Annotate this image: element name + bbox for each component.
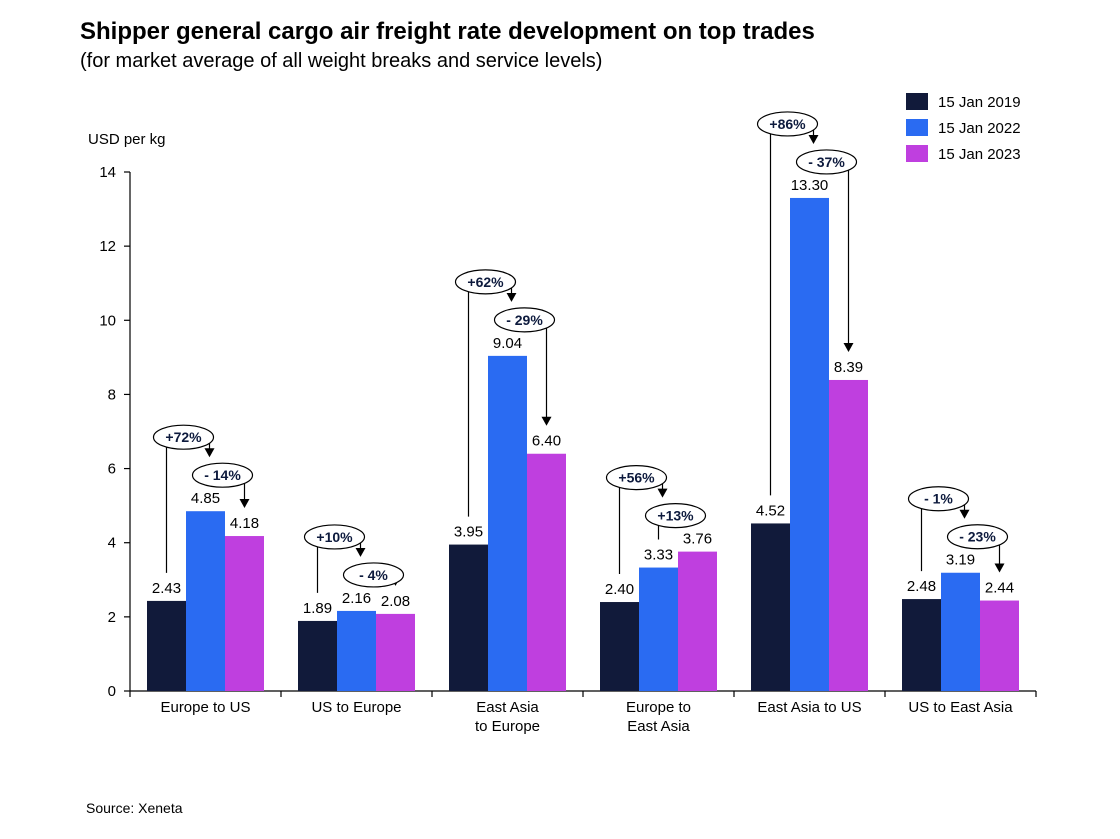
change-2019-2022-label: +62% [467, 274, 504, 290]
legend-swatch [906, 93, 928, 110]
change-2022-2023-label: - 37% [808, 154, 845, 170]
y-tick-label: 8 [108, 386, 116, 403]
bar-value-label: 4.18 [230, 515, 259, 532]
bar-value-label: 6.40 [532, 433, 561, 450]
y-tick-label: 6 [108, 461, 116, 478]
y-tick-label: 10 [99, 312, 116, 329]
change-2022-2023-bubble [946, 524, 1009, 550]
x-tick-label: East Asia to US [757, 699, 861, 716]
source-note: Source: Xeneta [86, 800, 183, 816]
x-tick-label: Europe to [626, 699, 691, 716]
change-2019-2022-bubble [454, 269, 517, 295]
bar [941, 572, 980, 691]
bar [751, 523, 790, 691]
change-2019-2022-label: +72% [165, 429, 202, 445]
y-tick-label: 2 [108, 609, 116, 626]
bar [829, 379, 868, 691]
change-2019-2022-bubble [303, 524, 366, 550]
bar-value-label: 2.40 [605, 581, 634, 598]
bar-value-label: 2.16 [342, 590, 371, 607]
y-tick-label: 12 [99, 238, 116, 255]
bar-value-label: 2.43 [152, 580, 181, 597]
change-2022-2023-label: - 23% [959, 529, 996, 545]
bar [298, 620, 337, 691]
change-2019-2022-bubble [605, 465, 668, 491]
chart-subtitle: (for market average of all weight breaks… [80, 50, 603, 72]
bar-value-label: 2.08 [381, 593, 410, 610]
change-2022-2023-label: - 4% [359, 567, 388, 583]
x-tick-label: Europe to US [160, 699, 250, 716]
legend-label: 15 Jan 2023 [938, 146, 1021, 163]
bar-value-label: 3.95 [454, 524, 483, 541]
change-2019-2022-label: +10% [316, 529, 353, 545]
bar [902, 599, 941, 691]
bar-value-label: 8.39 [834, 359, 863, 376]
change-2019-2022-label: - 1% [924, 491, 953, 507]
x-tick-label: to Europe [475, 718, 540, 735]
change-2022-2023-label: - 29% [506, 312, 543, 328]
bar-value-label: 4.52 [756, 502, 785, 519]
change-2022-2023-label: +13% [657, 508, 694, 524]
bar-value-label: 4.85 [191, 490, 220, 507]
bar-value-label: 1.89 [303, 600, 332, 617]
x-tick-label: East Asia [476, 699, 539, 716]
bar-value-label: 13.30 [791, 177, 829, 194]
change-2019-2022-label: +56% [618, 470, 655, 486]
bar-value-label: 3.19 [946, 552, 975, 569]
change-2022-2023-bubble [342, 562, 405, 588]
bar-value-label: 2.44 [985, 580, 1014, 597]
legend-swatch [906, 145, 928, 162]
change-2022-2023-bubble [191, 462, 254, 488]
bar [678, 551, 717, 691]
y-tick-label: 4 [108, 535, 116, 552]
bar-value-label: 2.48 [907, 578, 936, 595]
bar [790, 197, 829, 691]
change-2022-2023-bubble [644, 503, 707, 529]
bar [488, 355, 527, 691]
change-2022-2023-bubble [493, 307, 556, 333]
chart-title: Shipper general cargo air freight rate d… [80, 18, 815, 45]
change-2019-2022-bubble [756, 111, 819, 137]
change-2019-2022-bubble [152, 424, 215, 450]
legend-label: 15 Jan 2019 [938, 94, 1021, 111]
bar [600, 602, 639, 691]
change-2019-2022-label: +86% [769, 116, 806, 132]
change-2022-2023-bubble [795, 149, 858, 175]
x-tick-label: US to East Asia [908, 699, 1013, 716]
bar [376, 613, 415, 691]
y-axis-label: USD per kg [88, 131, 166, 148]
y-tick-label: 0 [108, 683, 116, 700]
bar [147, 600, 186, 691]
change-2019-2022-bubble [907, 486, 970, 512]
bar [186, 511, 225, 691]
legend-swatch [906, 119, 928, 136]
x-tick-label: East Asia [627, 718, 690, 735]
bar-value-label: 3.33 [644, 547, 673, 564]
bar [639, 567, 678, 691]
bar-value-label: 9.04 [493, 335, 522, 352]
legend-label: 15 Jan 2022 [938, 120, 1021, 137]
bar [527, 453, 566, 691]
y-tick-label: 14 [99, 164, 116, 181]
bar [337, 610, 376, 691]
bar [980, 600, 1019, 691]
x-tick-label: US to Europe [311, 699, 401, 716]
bar [225, 536, 264, 691]
bar [449, 544, 488, 691]
change-2022-2023-label: - 14% [204, 467, 241, 483]
bar-value-label: 3.76 [683, 531, 712, 548]
